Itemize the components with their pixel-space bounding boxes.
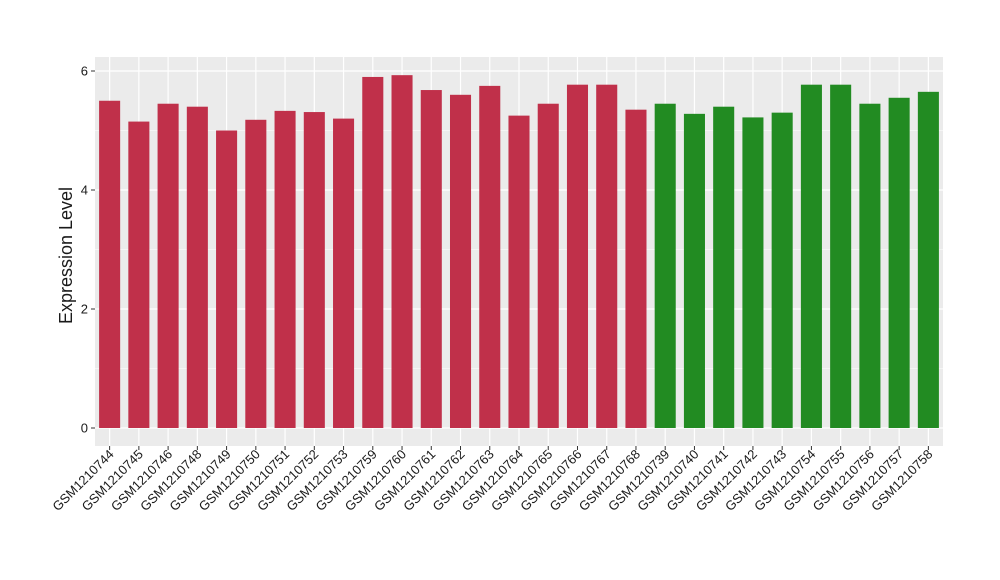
bar-GSM1210765[interactable] [537,103,559,428]
bars [99,75,939,429]
bar-GSM1210739[interactable] [654,103,676,428]
bar-GSM1210740[interactable] [683,113,705,428]
bar-GSM1210741[interactable] [713,106,735,428]
x-axis: GSM1210744GSM1210745GSM1210746GSM1210748… [49,446,936,514]
y-tick-label: 6 [81,64,88,79]
bar-GSM1210763[interactable] [479,85,501,428]
y-axis-title: Expression Level [56,187,76,324]
bar-GSM1210761[interactable] [420,90,442,428]
bar-GSM1210742[interactable] [742,117,764,428]
bar-GSM1210748[interactable] [186,106,208,428]
bar-GSM1210757[interactable] [888,97,910,429]
bar-GSM1210753[interactable] [333,118,355,428]
y-tick-label: 0 [81,421,88,436]
bar-GSM1210766[interactable] [566,84,589,428]
bar-GSM1210767[interactable] [596,84,618,428]
bar-GSM1210755[interactable] [830,84,852,428]
bar-GSM1210754[interactable] [800,84,822,428]
bar-GSM1210750[interactable] [245,119,267,428]
bar-GSM1210752[interactable] [303,112,325,429]
bar-GSM1210745[interactable] [128,121,150,428]
bar-GSM1210762[interactable] [449,94,472,429]
y-axis: 0 2 4 6 [81,64,95,436]
bar-GSM1210743[interactable] [771,112,793,429]
bar-GSM1210768[interactable] [625,109,647,429]
bar-GSM1210758[interactable] [917,91,939,428]
y-tick-label: 4 [81,183,88,198]
bar-GSM1210746[interactable] [157,103,179,428]
y-tick-label: 2 [81,302,88,317]
bar-GSM1210756[interactable] [859,103,881,428]
bar-GSM1210764[interactable] [508,115,530,428]
bar-GSM1210744[interactable] [99,100,121,428]
bar-GSM1210751[interactable] [274,110,296,429]
bar-GSM1210749[interactable] [216,130,238,429]
bar-GSM1210759[interactable] [362,76,384,428]
bar-GSM1210760[interactable] [391,75,413,428]
